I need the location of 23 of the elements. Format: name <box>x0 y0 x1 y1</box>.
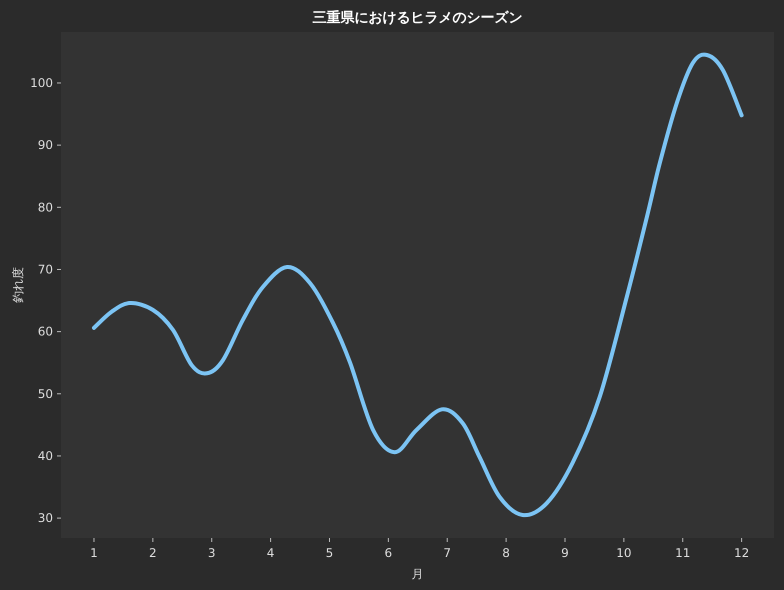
x-tick-label: 11 <box>675 546 690 560</box>
x-tick-label: 9 <box>561 546 569 560</box>
x-tick-label: 4 <box>266 546 274 560</box>
y-tick-label: 40 <box>38 448 53 463</box>
x-tick-label: 7 <box>443 546 452 560</box>
y-tick-label: 70 <box>38 262 53 276</box>
chart-title: 三重県におけるヒラメのシーズン <box>312 10 522 26</box>
y-tick-label: 50 <box>38 386 53 401</box>
x-tick-label: 3 <box>208 546 216 560</box>
x-axis-title: 月 <box>412 567 424 581</box>
x-tick-label: 6 <box>384 546 392 560</box>
y-tick-label: 80 <box>38 200 53 214</box>
x-tick-label: 8 <box>502 546 510 560</box>
y-tick-label: 60 <box>38 324 53 339</box>
x-tick-label: 10 <box>616 546 632 560</box>
x-tick-label: 2 <box>149 546 157 560</box>
y-tick-label: 100 <box>30 76 53 90</box>
y-tick-label: 30 <box>38 511 53 526</box>
y-axis-title: 釣れ度 <box>11 267 25 303</box>
x-tick-label: 5 <box>326 546 334 560</box>
x-tick-label: 12 <box>734 546 750 560</box>
x-tick-label: 1 <box>90 546 98 560</box>
y-tick-label: 90 <box>38 138 53 152</box>
